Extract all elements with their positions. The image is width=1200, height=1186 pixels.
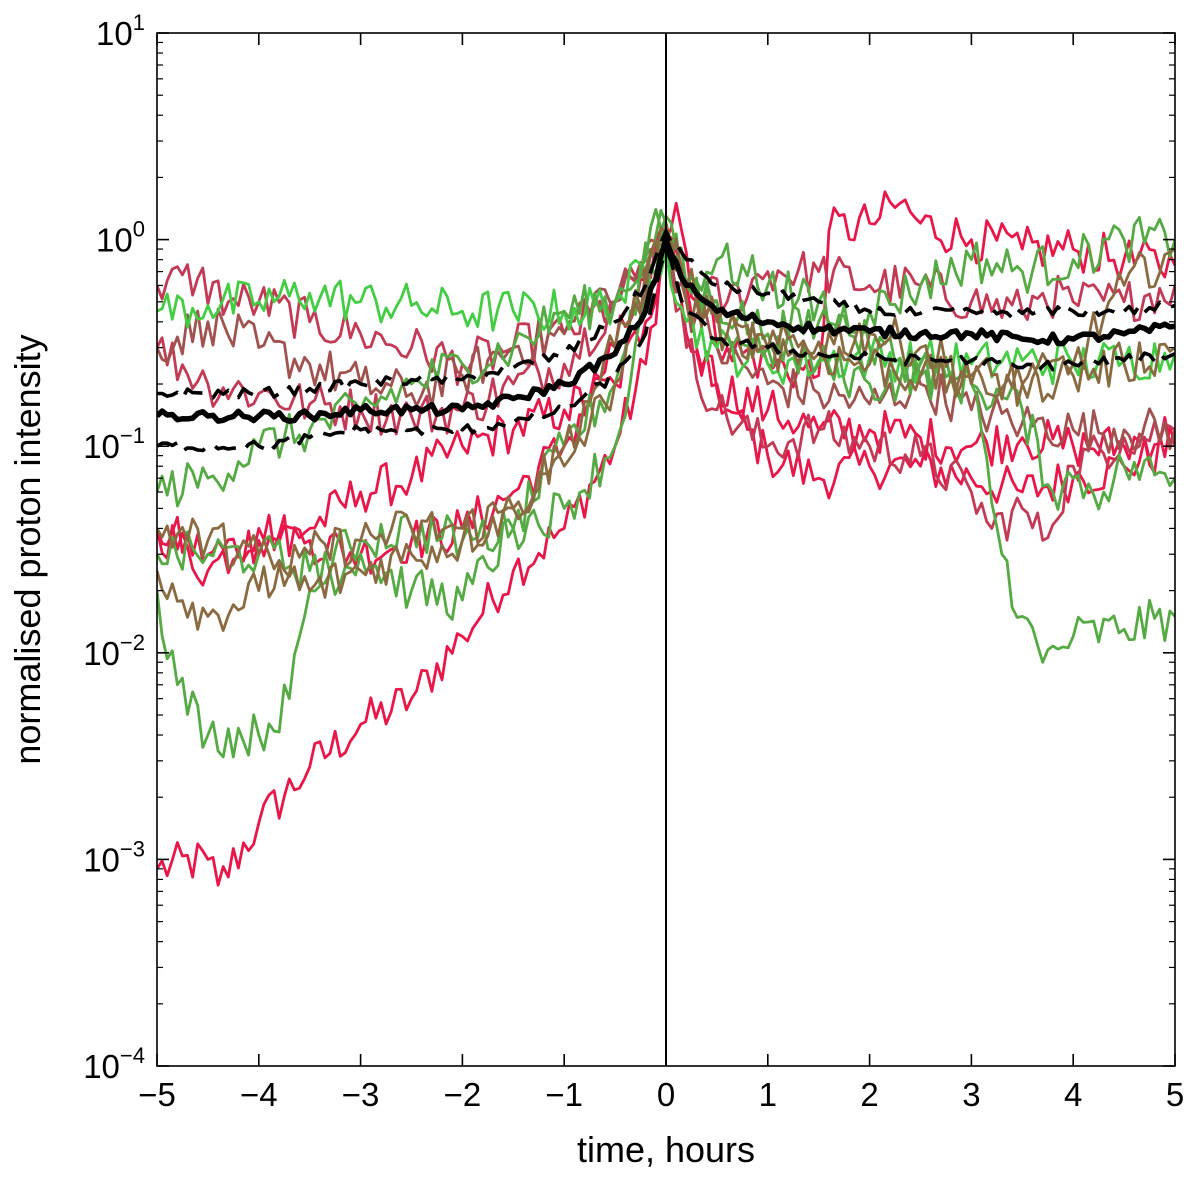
x-tick-label: 4 (1064, 1076, 1082, 1113)
labels-layer: −5 −4 −3 −2 −1 0 1 2 3 4 5 10−4 10−3 10−2 10−1 100 101 ti… (7, 10, 1184, 1170)
x-tick-label: −4 (240, 1076, 278, 1113)
x-tick-label: −3 (342, 1076, 380, 1113)
y-tick-label: 10−4 (83, 1043, 145, 1085)
series-line-14 (157, 247, 1175, 453)
series-layer (157, 33, 1175, 1066)
x-tick-label: −5 (138, 1076, 176, 1113)
ticks-layer (156, 32, 1176, 1067)
x-tick-label: 1 (759, 1076, 777, 1113)
x-tick-label: 5 (1166, 1076, 1184, 1113)
x-tick-label: −1 (545, 1076, 583, 1113)
x-tick-label: 3 (962, 1076, 980, 1113)
x-tick-label: 2 (860, 1076, 878, 1113)
y-tick-label: 100 (96, 217, 145, 259)
y-tick-label: 101 (96, 10, 145, 52)
y-axis-label: normalised proton intensity (7, 334, 48, 764)
y-tick-label: 10−3 (83, 836, 145, 878)
y-tick-label: 10−1 (83, 423, 145, 465)
x-axis-label: time, hours (577, 1129, 755, 1170)
x-tick-label: 0 (657, 1076, 675, 1113)
x-tick-label: −2 (444, 1076, 482, 1113)
y-tick-label: 10−2 (83, 630, 145, 672)
